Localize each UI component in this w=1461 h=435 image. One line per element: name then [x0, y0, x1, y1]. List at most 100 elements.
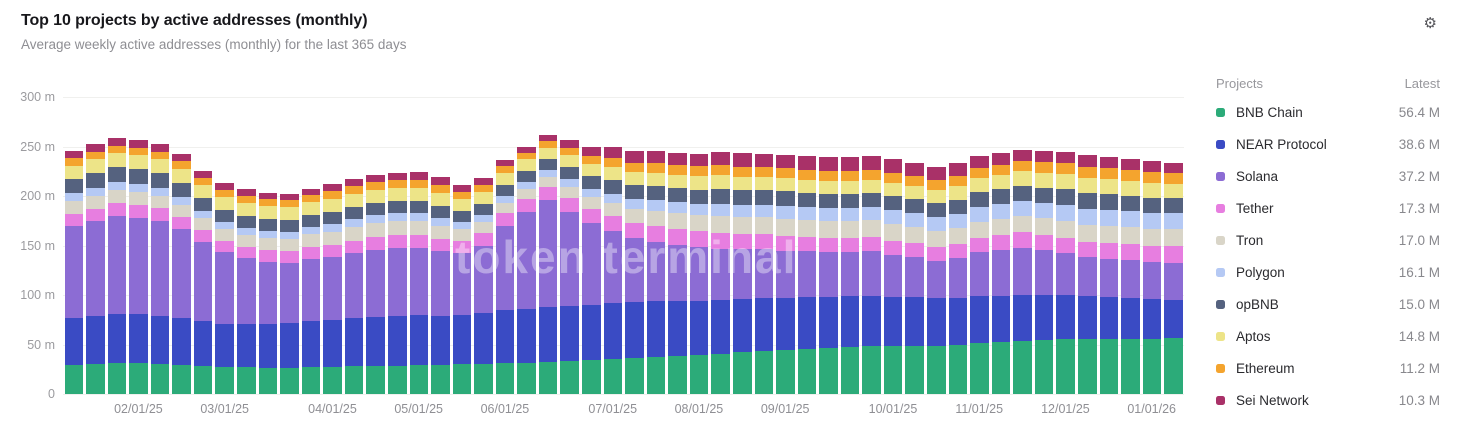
bar-column[interactable] [602, 97, 624, 394]
legend-item-polygon[interactable]: Polygon 16.1 M [1216, 256, 1440, 288]
bar-stack [431, 177, 450, 394]
bar-column[interactable] [990, 97, 1012, 394]
bar-segment-solana [150, 220, 170, 316]
bar-column[interactable] [1163, 97, 1185, 394]
bar-column[interactable] [1141, 97, 1163, 394]
bar-column[interactable] [106, 97, 128, 394]
bar-column[interactable] [1098, 97, 1120, 394]
bar-column[interactable] [839, 97, 861, 394]
bar-segment-tether [560, 198, 579, 212]
bar-column[interactable] [365, 97, 387, 394]
bar-segment-ethereum [64, 158, 84, 167]
bar-segment-near-protocol [1013, 295, 1032, 341]
bar-column[interactable] [688, 97, 710, 394]
settings-button[interactable]: ⚙ [1420, 12, 1441, 35]
bar-column[interactable] [322, 97, 344, 394]
bar-segment-tron [862, 219, 881, 237]
bar-column[interactable] [969, 97, 991, 394]
bar-stack [711, 151, 730, 394]
bar-segment-polygon [1099, 209, 1119, 226]
bar-segment-sei-network [150, 143, 170, 152]
bar-column[interactable] [624, 97, 646, 394]
bar-segment-solana [927, 261, 946, 298]
legend-item-aptos[interactable]: Aptos 14.8 M [1216, 320, 1440, 352]
bar-column[interactable] [904, 97, 926, 394]
bar-stack [991, 152, 1011, 394]
legend-item-solana[interactable]: Solana 37.2 M [1216, 160, 1440, 192]
bar-column[interactable] [214, 97, 236, 394]
bar-segment-aptos [1164, 183, 1183, 199]
bar-segment-ethereum [237, 196, 256, 203]
bar-column[interactable] [775, 97, 797, 394]
bar-segment-opbnb [323, 211, 342, 224]
bar-column[interactable] [128, 97, 150, 394]
bar-segment-solana [344, 253, 364, 318]
bar-column[interactable] [537, 97, 559, 394]
bar-column[interactable] [1076, 97, 1098, 394]
bar-segment-polygon [452, 221, 472, 229]
bar-segment-bnb-chain [1142, 338, 1162, 394]
legend-item-tether[interactable]: Tether 17.3 M [1216, 192, 1440, 224]
bar-segment-sei-network [237, 189, 256, 197]
legend-item-ethereum[interactable]: Ethereum 11.2 M [1216, 352, 1440, 384]
bar-segment-bnb-chain [603, 359, 623, 394]
bar-column[interactable] [1033, 97, 1055, 394]
legend-item-bnb-chain[interactable]: BNB Chain 56.4 M [1216, 96, 1440, 128]
bar-column[interactable] [473, 97, 495, 394]
bar-segment-tron [258, 237, 278, 251]
bar-segment-polygon [517, 182, 536, 190]
bar-column[interactable] [300, 97, 322, 394]
bar-column[interactable] [279, 97, 301, 394]
bar-column[interactable] [753, 97, 775, 394]
bar-column[interactable] [861, 97, 883, 394]
bar-column[interactable] [494, 97, 516, 394]
bar-column[interactable] [796, 97, 818, 394]
bar-column[interactable] [430, 97, 452, 394]
legend-item-opbnb[interactable]: opBNB 15.0 M [1216, 288, 1440, 320]
bar-column[interactable] [451, 97, 473, 394]
bar-column[interactable] [63, 97, 85, 394]
bar-column[interactable] [667, 97, 689, 394]
bar-segment-aptos [474, 192, 493, 204]
bar-segment-solana [474, 245, 493, 313]
bar-column[interactable] [882, 97, 904, 394]
bar-column[interactable] [171, 97, 193, 394]
grid-line [63, 97, 1184, 98]
bar-column[interactable] [85, 97, 107, 394]
bar-column[interactable] [1055, 97, 1077, 394]
bar-segment-tether [732, 233, 752, 250]
bar-segment-tether [517, 199, 536, 212]
bar-column[interactable] [408, 97, 430, 394]
bar-segment-bnb-chain [409, 365, 429, 394]
bar-column[interactable] [731, 97, 753, 394]
bar-column[interactable] [581, 97, 603, 394]
bar-segment-solana [301, 259, 321, 321]
bar-column[interactable] [710, 97, 732, 394]
legend-item-near-protocol[interactable]: NEAR Protocol 38.6 M [1216, 128, 1440, 160]
bar-column[interactable] [818, 97, 840, 394]
bar-column[interactable] [149, 97, 171, 394]
bar-segment-aptos [1099, 179, 1119, 195]
bar-segment-solana [409, 248, 429, 315]
bar-column[interactable] [1120, 97, 1142, 394]
bar-segment-tether [668, 228, 687, 245]
legend-item-tron[interactable]: Tron 17.0 M [1216, 224, 1440, 256]
bar-column[interactable] [236, 97, 258, 394]
bar-column[interactable] [343, 97, 365, 394]
bar-column[interactable] [192, 97, 214, 394]
bar-column[interactable] [257, 97, 279, 394]
bar-segment-solana [603, 230, 623, 303]
bar-stack [452, 185, 472, 394]
bar-segment-tron [711, 215, 730, 233]
bar-column[interactable] [645, 97, 667, 394]
bar-segment-sei-network [840, 157, 860, 172]
bar-column[interactable] [516, 97, 538, 394]
bar-column[interactable] [386, 97, 408, 394]
bar-segment-tron [301, 233, 321, 247]
bar-segment-near-protocol [840, 296, 860, 348]
bar-column[interactable] [947, 97, 969, 394]
bar-column[interactable] [1012, 97, 1034, 394]
legend-item-sei-network[interactable]: Sei Network 10.3 M [1216, 384, 1440, 416]
bar-column[interactable] [926, 97, 948, 394]
bar-column[interactable] [559, 97, 581, 394]
